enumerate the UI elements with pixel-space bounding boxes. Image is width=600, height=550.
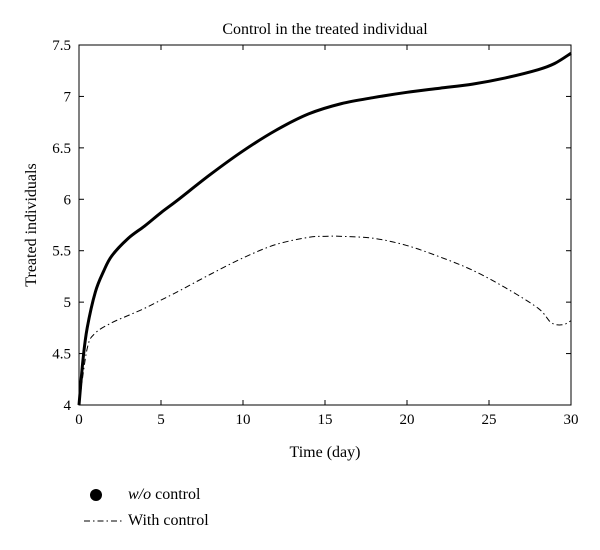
x-tick-label: 10 — [236, 412, 251, 428]
x-axis-label: Time (day) — [290, 444, 361, 461]
y-tick-label: 5 — [64, 295, 72, 311]
y-tick-label: 5.5 — [52, 244, 71, 260]
y-tick-label: 7 — [64, 89, 72, 105]
series-lines — [77, 51, 572, 406]
legend-label-without-control: w/o control — [128, 486, 200, 504]
x-tick-label: 15 — [318, 412, 333, 428]
legend-label-with-control: With control — [128, 512, 209, 529]
line-chart: Control in the treated individual 0 5 10 15… — [23, 21, 579, 461]
series-line-with-control — [78, 235, 572, 406]
y-tick-label: 6.5 — [52, 141, 71, 157]
y-tick-label: 4 — [64, 398, 72, 414]
plot-area — [78, 44, 572, 406]
legend: w/o control With control — [84, 482, 384, 534]
x-tick-label: 0 — [75, 412, 83, 428]
y-tick-label: 6 — [64, 192, 72, 208]
x-tick-label: 5 — [157, 412, 165, 428]
y-tick-label: 7.5 — [52, 38, 71, 54]
y-axis-label: Treated individuals — [23, 163, 40, 286]
legend-marker-dashdot — [84, 511, 128, 531]
y-tick-label: 4.5 — [52, 347, 71, 363]
legend-label-text: control — [151, 486, 201, 503]
x-tick-label: 20 — [400, 412, 415, 428]
x-tick-label: 30 — [564, 412, 579, 428]
legend-item-without-control: w/o control — [84, 482, 384, 508]
legend-item-with-control: With control — [84, 508, 384, 534]
axis-tick-labels: 0 5 10 15 20 25 30 4 4.5 5 5.5 6 6.5 7 7.5 — [52, 38, 578, 428]
x-tick-label: 25 — [482, 412, 497, 428]
chart-title: Control in the treated individual — [222, 21, 428, 38]
legend-label-prefix: w/o — [128, 486, 152, 503]
series-line-without-control — [77, 51, 572, 406]
axis-ticks — [78, 44, 572, 406]
legend-marker-dot — [84, 485, 128, 505]
